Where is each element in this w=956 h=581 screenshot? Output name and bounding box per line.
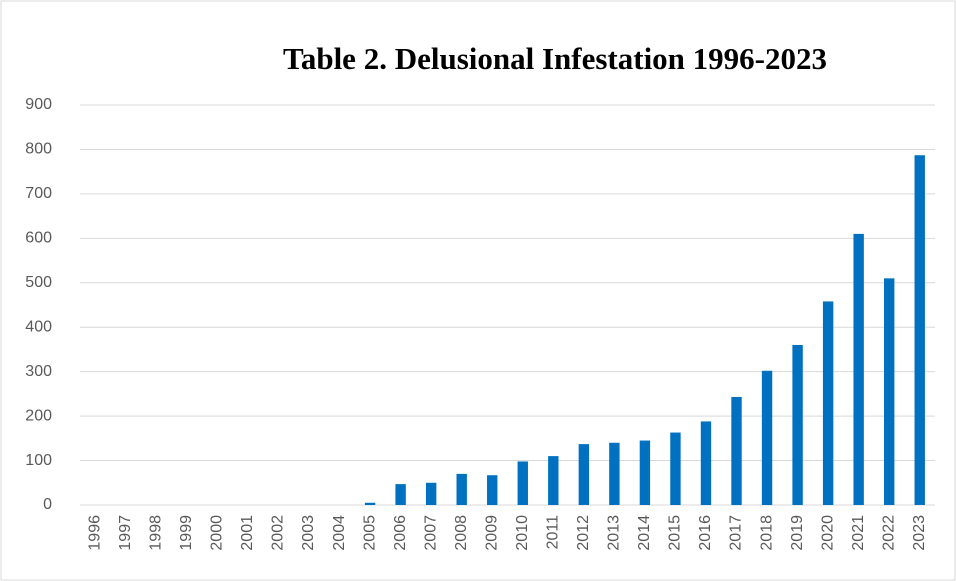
bar <box>761 370 773 505</box>
y-tick-label: 600 <box>25 230 52 247</box>
x-tick-label: 2009 <box>483 515 500 551</box>
x-tick-label: 2015 <box>667 515 684 551</box>
y-tick-label: 300 <box>25 363 52 380</box>
x-tick-label: 1998 <box>148 515 165 551</box>
x-tick-label: 2020 <box>819 515 836 551</box>
x-tick-label: 2000 <box>209 515 226 551</box>
x-tick-label: 2014 <box>636 515 653 551</box>
x-tick-label: 1996 <box>86 515 103 551</box>
bar <box>700 421 712 505</box>
y-tick-label: 200 <box>25 407 52 424</box>
x-tick-label: 2002 <box>270 515 287 551</box>
bar <box>914 155 925 505</box>
x-tick-label: 2001 <box>239 515 256 551</box>
bar <box>884 278 895 505</box>
x-tick-label: 2008 <box>453 515 470 551</box>
x-tick-label: 2003 <box>300 515 317 551</box>
bar <box>395 484 406 505</box>
bar <box>456 473 467 505</box>
x-tick-label: 2018 <box>758 515 775 551</box>
x-tick-label: 2013 <box>606 515 623 551</box>
bar <box>639 440 651 505</box>
y-tick-label: 100 <box>25 452 52 469</box>
x-tick-label: 2011 <box>545 515 562 550</box>
bar <box>548 456 559 505</box>
bar <box>822 301 834 505</box>
x-tick-label: 2007 <box>422 515 439 551</box>
x-tick-label: 2017 <box>728 515 745 551</box>
y-tick-label: 400 <box>25 318 52 335</box>
bar <box>425 482 437 505</box>
x-tick-label: 2019 <box>789 515 806 551</box>
bar <box>792 345 803 505</box>
x-tick-label: 2006 <box>392 515 409 551</box>
x-tick-label: 2022 <box>880 515 897 551</box>
bar <box>853 233 864 505</box>
bar <box>487 475 498 505</box>
chart-title: Table 2. Delusional Infestation 1996-202… <box>283 41 827 76</box>
bar <box>609 442 620 505</box>
x-tick-label: 2005 <box>361 515 378 551</box>
bar <box>364 502 376 505</box>
x-tick-label: 2016 <box>697 515 714 551</box>
bar <box>670 432 681 505</box>
y-tick-label: 500 <box>25 274 52 291</box>
x-tick-label: 2010 <box>514 515 531 551</box>
bar <box>517 461 528 505</box>
x-tick-label: 2004 <box>331 515 348 551</box>
x-tick-label: 1997 <box>117 515 134 551</box>
bar <box>731 397 742 505</box>
y-tick-label: 800 <box>25 141 52 158</box>
x-tick-label: 2023 <box>911 515 928 551</box>
y-tick-label: 700 <box>25 185 52 202</box>
x-tick-label: 2012 <box>575 515 592 551</box>
y-tick-label: 900 <box>25 96 52 113</box>
x-tick-label: 2021 <box>850 515 867 551</box>
y-tick-label: 0 <box>43 496 52 513</box>
x-tick-label: 1999 <box>178 515 195 551</box>
bar <box>578 444 590 505</box>
